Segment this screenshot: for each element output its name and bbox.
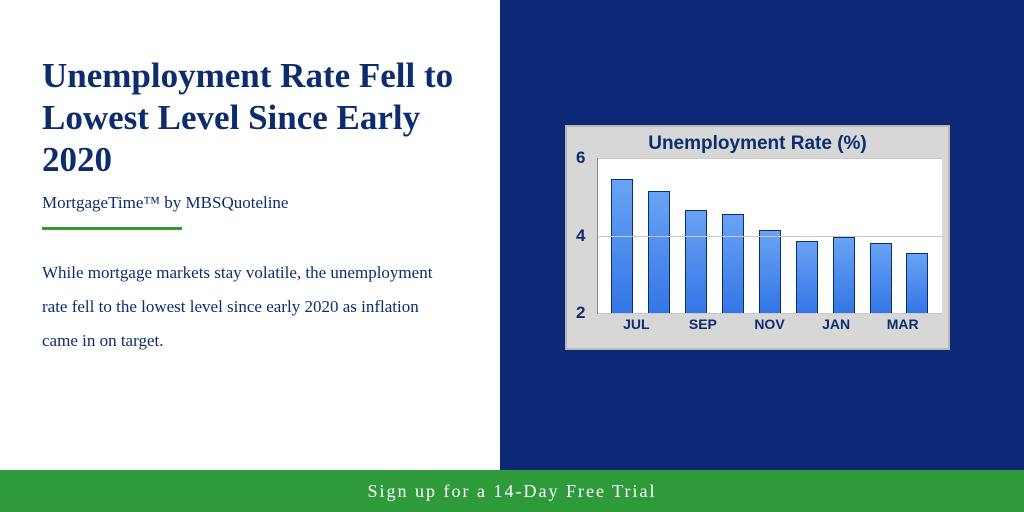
x-tick-label: MAR bbox=[869, 316, 936, 332]
x-tick-label: JUL bbox=[603, 316, 670, 332]
x-axis: JULSEPNOVJANMAR bbox=[597, 314, 942, 332]
y-tick-label: 4 bbox=[576, 226, 585, 246]
bar bbox=[870, 243, 892, 313]
left-panel: Unemployment Rate Fell to Lowest Level S… bbox=[0, 0, 500, 470]
grid-line bbox=[598, 158, 942, 159]
right-panel: Unemployment Rate (%) 246 JULSEPNOVJANMA… bbox=[500, 0, 1024, 470]
x-tick-label: JAN bbox=[803, 316, 870, 332]
cta-label: Sign up for a 14-Day Free Trial bbox=[368, 481, 657, 502]
bar bbox=[833, 237, 855, 313]
subhead: MortgageTime™ by MBSQuoteline bbox=[42, 193, 458, 213]
bar bbox=[611, 179, 633, 313]
bar bbox=[759, 230, 781, 313]
cta-button[interactable]: Sign up for a 14-Day Free Trial bbox=[0, 470, 1024, 512]
bar bbox=[906, 253, 928, 313]
headline: Unemployment Rate Fell to Lowest Level S… bbox=[42, 55, 458, 181]
x-tick-label: NOV bbox=[736, 316, 803, 332]
y-tick-label: 2 bbox=[576, 303, 585, 323]
bar bbox=[648, 191, 670, 313]
grid-line bbox=[598, 236, 942, 237]
body-text: While mortgage markets stay volatile, th… bbox=[42, 256, 458, 358]
chart-title: Unemployment Rate (%) bbox=[573, 133, 942, 155]
divider bbox=[42, 227, 182, 230]
chart-plot: 246 bbox=[597, 158, 942, 314]
bar bbox=[796, 241, 818, 313]
y-tick-label: 6 bbox=[576, 148, 585, 168]
bar bbox=[685, 210, 707, 313]
x-tick-label: SEP bbox=[670, 316, 737, 332]
chart-container: Unemployment Rate (%) 246 JULSEPNOVJANMA… bbox=[565, 125, 950, 350]
grid-line bbox=[598, 313, 942, 314]
bar bbox=[722, 214, 744, 313]
